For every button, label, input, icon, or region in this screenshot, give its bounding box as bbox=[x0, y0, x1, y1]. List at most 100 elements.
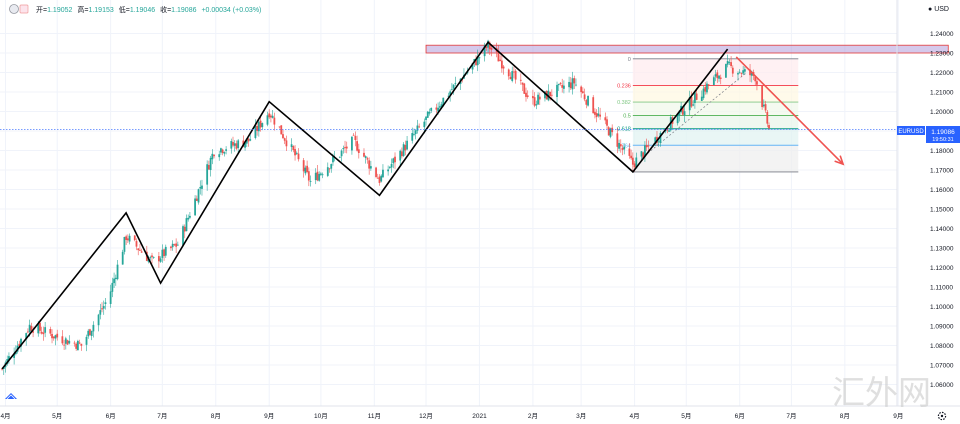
candle-body bbox=[1, 368, 3, 370]
candle-body bbox=[700, 96, 703, 101]
candle-body bbox=[66, 340, 69, 345]
svg-text:开=1.19052 高=1.19153: 开=1.19052 高=1.19153 低=1.19046 收=1.19086 … bbox=[36, 5, 261, 14]
candle-body bbox=[54, 335, 57, 339]
candle-body bbox=[442, 97, 445, 106]
y-tick-label: 1.16000 bbox=[930, 187, 954, 194]
candle-body bbox=[725, 64, 727, 78]
zigzag-wave-line[interactable] bbox=[1, 41, 729, 370]
time-axis[interactable]: 4月 5月 6月 7月 8月 9月 10月 11月 12月 2021 2月 3月 4月 5月 6月 7月 8月 9… bbox=[0, 412, 903, 420]
resistance-zone-rect[interactable] bbox=[425, 44, 949, 54]
candle-body bbox=[37, 324, 40, 334]
candle-body bbox=[575, 84, 577, 86]
drawings[interactable] bbox=[1, 41, 845, 370]
tradingview-logo-icon[interactable] bbox=[5, 393, 17, 400]
candle-body bbox=[42, 332, 45, 335]
candle-body bbox=[318, 173, 321, 181]
candle-body bbox=[40, 331, 43, 334]
candle-body bbox=[604, 117, 607, 121]
candle-body bbox=[764, 104, 767, 111]
flag-icon[interactable] bbox=[19, 4, 29, 14]
candle-body bbox=[544, 91, 546, 99]
candle-body bbox=[668, 130, 670, 132]
currency-dot: ● bbox=[928, 6, 934, 13]
candle-body bbox=[476, 56, 479, 66]
candle-body bbox=[237, 140, 240, 149]
candle-body bbox=[569, 82, 572, 89]
candle-body bbox=[159, 258, 162, 262]
y-tick-label: 1.08000 bbox=[930, 343, 954, 350]
candle-body bbox=[657, 141, 660, 143]
candle-body bbox=[345, 146, 348, 149]
candle-body bbox=[366, 158, 369, 160]
candle-body bbox=[164, 246, 167, 256]
candle-body bbox=[125, 236, 128, 240]
price-tag-value: 1.19086 bbox=[931, 129, 955, 136]
candle-body bbox=[645, 144, 648, 148]
forecast-arrow-line[interactable] bbox=[735, 56, 844, 165]
candle-body bbox=[556, 84, 558, 98]
candle-body bbox=[487, 40, 489, 48]
candle-body bbox=[525, 92, 527, 97]
candle-body bbox=[507, 69, 510, 77]
candle-body bbox=[695, 93, 698, 100]
candle-body bbox=[189, 215, 191, 218]
candle-body bbox=[27, 331, 29, 333]
candle-body bbox=[102, 305, 105, 309]
candle-body bbox=[490, 47, 493, 50]
price-tag: EURUSD 1.19086 19:50:31 bbox=[897, 126, 960, 143]
candle-body bbox=[92, 324, 95, 332]
settings-gear-icon[interactable] bbox=[937, 411, 947, 421]
candle-body bbox=[321, 174, 324, 176]
candle-body bbox=[182, 226, 184, 246]
candle-body bbox=[61, 336, 64, 344]
candle-body bbox=[676, 113, 679, 124]
fib-band bbox=[632, 145, 799, 172]
x-tick-label: 11月 bbox=[368, 412, 381, 420]
candle-body bbox=[587, 95, 589, 106]
y-tick-label: 1.21000 bbox=[930, 90, 954, 97]
candle-body bbox=[90, 330, 93, 336]
fib-band bbox=[632, 115, 799, 129]
candle-body bbox=[499, 59, 502, 61]
candle-body bbox=[328, 168, 331, 170]
candle-body bbox=[356, 141, 358, 151]
resistance-zone[interactable] bbox=[425, 44, 949, 54]
candle-body bbox=[207, 164, 210, 170]
candle-body bbox=[537, 94, 539, 105]
x-tick-label: 2月 bbox=[528, 412, 538, 420]
candle-body bbox=[378, 176, 381, 183]
candle-body bbox=[738, 71, 741, 73]
candle-body bbox=[599, 114, 602, 117]
candle-body bbox=[619, 144, 622, 147]
candle-body bbox=[430, 107, 433, 111]
x-tick-label: 8月 bbox=[840, 412, 850, 420]
candle-body bbox=[175, 243, 178, 247]
x-tick-label: 7月 bbox=[786, 412, 796, 420]
watermark-text: 汇外网 bbox=[832, 374, 931, 411]
candle-body bbox=[28, 324, 31, 333]
candle-body bbox=[76, 340, 79, 351]
candle-body bbox=[678, 110, 681, 116]
candle-body bbox=[488, 42, 491, 50]
candle-body bbox=[683, 111, 686, 116]
candle-body bbox=[435, 107, 438, 110]
candle-body bbox=[523, 83, 526, 94]
candle-body bbox=[137, 248, 140, 251]
candle-body bbox=[292, 146, 295, 151]
candle-body bbox=[352, 134, 355, 136]
candle-body bbox=[173, 244, 176, 246]
candle-body bbox=[183, 226, 186, 232]
candle-body bbox=[402, 144, 405, 156]
candle-body bbox=[270, 115, 272, 118]
candle-body bbox=[73, 342, 76, 344]
price-axis[interactable]: 1.24000 1.23000 1.22000 1.21000 1.20000 1.190… bbox=[930, 31, 954, 389]
symbol-eye-icon[interactable] bbox=[9, 4, 19, 14]
symbol-tag-text: EURUSD bbox=[898, 129, 924, 135]
fib-band bbox=[632, 102, 799, 116]
candle-body bbox=[126, 238, 129, 241]
candle-body bbox=[483, 45, 486, 57]
candle-body bbox=[388, 167, 391, 168]
fib-level-label: 0.382 bbox=[617, 100, 631, 106]
candle-body bbox=[762, 104, 765, 107]
